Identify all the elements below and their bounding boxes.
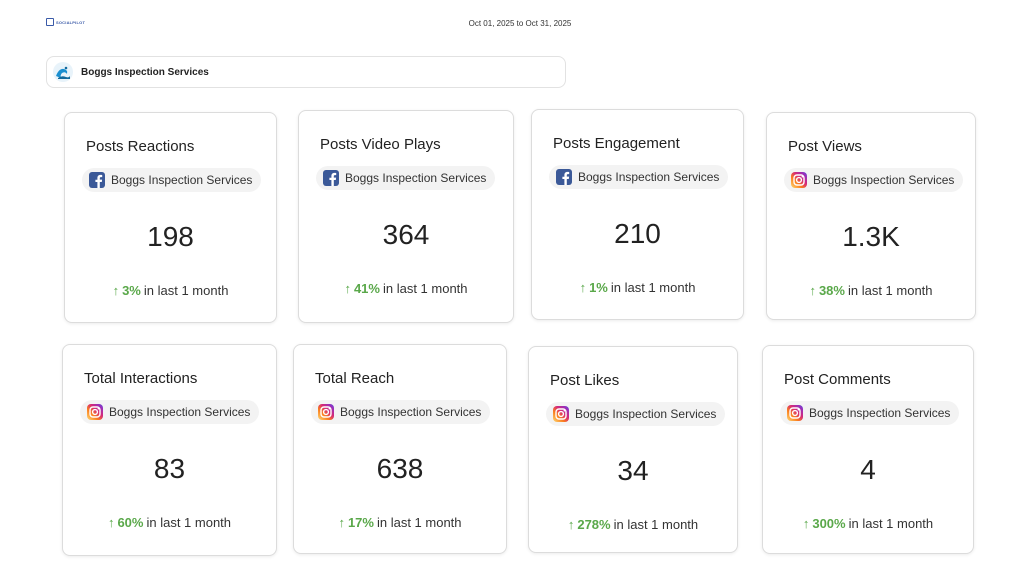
- change-period: in last 1 month: [382, 281, 468, 296]
- facebook-icon: [89, 172, 105, 188]
- change-period: in last 1 month: [376, 515, 462, 530]
- metric-change: ↑ 300% in last 1 month: [763, 516, 973, 531]
- instagram-icon: [87, 404, 103, 420]
- card-title: Post Views: [788, 138, 862, 155]
- arrow-up-icon: ↑: [802, 516, 810, 531]
- metric-change: ↑ 17% in last 1 month: [294, 515, 506, 530]
- change-percent: 38%: [818, 283, 845, 298]
- metric-card-post-likes: Post Likes Boggs Inspection Services 34 …: [528, 346, 738, 553]
- metric-value: 1.3K: [842, 221, 900, 252]
- change-period: in last 1 month: [610, 280, 696, 295]
- metric-card-post-comments: Post Comments Boggs Inspection Services …: [762, 345, 974, 554]
- account-pill: Boggs Inspection Services: [80, 400, 260, 424]
- arrow-up-icon: ↑: [809, 283, 816, 298]
- card-title: Post Comments: [784, 371, 891, 388]
- account-pill-label: Boggs Inspection Services: [813, 173, 955, 187]
- instagram-icon: [318, 404, 334, 420]
- card-title: Total Interactions: [84, 370, 198, 387]
- card-title: Posts Engagement: [553, 135, 680, 152]
- arrow-up-icon: ↑: [112, 283, 120, 298]
- app-logo: SOCIALPILOT: [46, 18, 85, 26]
- account-selector[interactable]: Boggs Inspection Services: [46, 56, 566, 88]
- account-pill-label: Boggs Inspection Services: [111, 173, 253, 187]
- metric-change: ↑ 60% in last 1 month: [63, 515, 276, 530]
- metric-change: ↑ 3% in last 1 month: [65, 283, 276, 298]
- account-pill: Boggs Inspection Services: [780, 401, 960, 425]
- change-period: in last 1 month: [848, 516, 934, 531]
- instagram-icon: [553, 406, 569, 422]
- card-title: Posts Reactions: [86, 138, 195, 155]
- metric-value: 34: [617, 455, 649, 486]
- facebook-icon: [556, 169, 572, 185]
- metric-value: 210: [614, 218, 661, 249]
- change-percent: 300%: [812, 516, 846, 531]
- instagram-icon: [791, 172, 807, 188]
- account-pill-label: Boggs Inspection Services: [340, 405, 482, 419]
- change-percent: 278%: [577, 517, 611, 532]
- arrow-up-icon: ↑: [579, 280, 587, 295]
- metric-value: 198: [147, 221, 194, 252]
- account-pill: Boggs Inspection Services: [549, 165, 729, 189]
- metric-card-posts-reactions: Posts Reactions Boggs Inspection Service…: [64, 112, 277, 323]
- account-name: Boggs Inspection Services: [81, 66, 209, 78]
- account-pill: Boggs Inspection Services: [82, 168, 262, 192]
- metric-change: ↑ 41% in last 1 month: [299, 281, 513, 296]
- arrow-up-icon: ↑: [107, 515, 115, 530]
- metric-value: 638: [376, 453, 424, 484]
- logo-text: SOCIALPILOT: [56, 19, 86, 25]
- change-period: in last 1 month: [143, 283, 229, 298]
- change-percent: 41%: [353, 281, 380, 296]
- change-percent: 3%: [122, 283, 141, 298]
- metric-card-posts-video-plays: Posts Video Plays Boggs Inspection Servi…: [298, 110, 514, 323]
- metric-card-posts-engagement: Posts Engagement Boggs Inspection Servic…: [531, 109, 744, 320]
- change-period: in last 1 month: [146, 515, 232, 530]
- change-percent: 17%: [347, 515, 374, 530]
- account-pill-label: Boggs Inspection Services: [578, 170, 720, 184]
- blue-wave-logo-icon: [53, 62, 73, 82]
- date-range: Oct 01, 2025 to Oct 31, 2025: [468, 19, 572, 28]
- account-pill: Boggs Inspection Services: [316, 166, 496, 190]
- arrow-up-icon: ↑: [567, 517, 575, 532]
- facebook-icon: [323, 170, 339, 186]
- card-title: Post Likes: [550, 372, 620, 389]
- account-pill: Boggs Inspection Services: [311, 400, 491, 424]
- metric-change: ↑ 38% in last 1 month: [767, 283, 975, 298]
- card-title: Posts Video Plays: [320, 136, 441, 153]
- card-title: Total Reach: [315, 370, 395, 387]
- change-percent: 60%: [117, 515, 144, 530]
- change-period: in last 1 month: [847, 283, 933, 298]
- instagram-icon: [787, 405, 803, 421]
- account-pill-label: Boggs Inspection Services: [575, 407, 717, 421]
- metric-value: 83: [153, 453, 186, 484]
- account-pill: Boggs Inspection Services: [546, 402, 726, 426]
- metric-value: 364: [382, 219, 430, 250]
- metric-value: 4: [860, 454, 876, 485]
- logo-mark-icon: [46, 18, 54, 26]
- metric-change: ↑ 278% in last 1 month: [529, 517, 737, 532]
- metric-card-post-views: Post Views Boggs Inspection Services 1.3…: [766, 112, 976, 320]
- account-pill-label: Boggs Inspection Services: [109, 405, 251, 419]
- account-pill-label: Boggs Inspection Services: [809, 406, 951, 420]
- change-percent: 1%: [589, 280, 608, 295]
- account-pill: Boggs Inspection Services: [784, 168, 964, 192]
- change-period: in last 1 month: [613, 517, 699, 532]
- arrow-up-icon: ↑: [338, 515, 345, 530]
- metric-change: ↑ 1% in last 1 month: [532, 280, 743, 295]
- account-pill-label: Boggs Inspection Services: [345, 171, 487, 185]
- arrow-up-icon: ↑: [344, 281, 351, 296]
- metric-card-total-interactions: Total Interactions Boggs Inspection Serv…: [62, 344, 277, 556]
- metric-card-total-reach: Total Reach Boggs Inspection Services 63…: [293, 344, 507, 554]
